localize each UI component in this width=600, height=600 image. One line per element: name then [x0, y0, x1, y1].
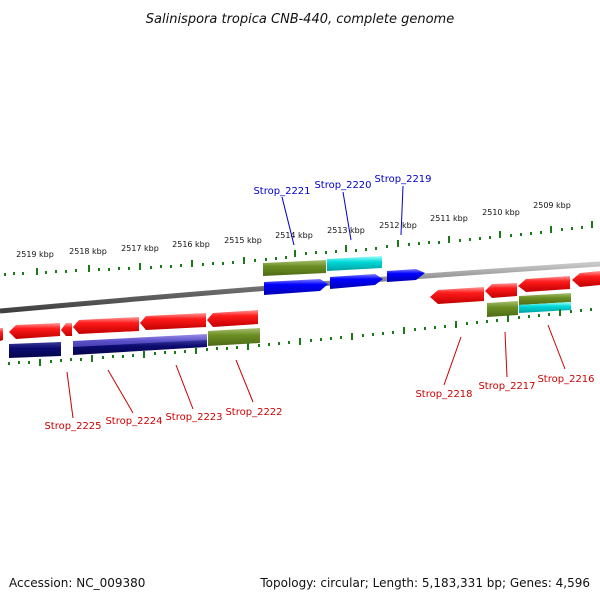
kbp-label: 2516 kbp	[172, 240, 210, 249]
reverse-strand-features-left	[0, 310, 260, 358]
outer-tick-ring-middle	[265, 245, 377, 261]
gene-label-reverse[interactable]: Strop_2222	[225, 407, 282, 418]
kbp-label: 2517 kbp	[121, 244, 159, 253]
cds-reverse-edge	[572, 271, 600, 287]
kbp-label: 2512 kbp	[379, 221, 417, 230]
misc-feature-green	[263, 260, 326, 276]
gene-label-reverse[interactable]: Strop_2224	[105, 416, 162, 427]
kbp-label: 2509 kbp	[533, 201, 571, 210]
cds-forward-2219	[387, 269, 425, 282]
genome-summary-text: Topology: circular; Length: 5,183,331 bp…	[259, 576, 590, 590]
cds-reverse-2224	[73, 317, 139, 334]
misc-feature-green	[487, 301, 518, 317]
reverse-label-leaders	[66, 324, 566, 419]
kbp-label: 2513 kbp	[327, 226, 365, 235]
kbp-label: 2518 kbp	[69, 247, 107, 256]
inner-tick-ring	[8, 308, 592, 366]
gene-label-forward[interactable]: Strop_2220	[314, 180, 371, 191]
cds-reverse-small	[61, 323, 72, 336]
cds-reverse-2222	[207, 310, 258, 327]
forward-strand-features	[263, 256, 425, 295]
cds-reverse-2218	[430, 287, 484, 304]
cds-reverse-2223	[140, 313, 206, 330]
gene-label-reverse[interactable]: Strop_2218	[415, 389, 472, 400]
misc-feature-cyan	[327, 256, 382, 271]
gene-label-reverse[interactable]: Strop_2225	[44, 421, 101, 432]
reverse-strand-features-right	[430, 271, 600, 317]
gene-label-forward[interactable]: Strop_2221	[253, 186, 310, 197]
kbp-label: 2514 kbp	[275, 231, 313, 240]
outer-tick-ring	[4, 221, 593, 276]
kbp-label: 2510 kbp	[482, 208, 520, 217]
cds-reverse-edge-left	[0, 328, 3, 341]
misc-feature-navy	[9, 342, 61, 358]
cds-reverse-2217	[485, 283, 517, 298]
cds-forward-2221	[264, 279, 328, 295]
forward-label-leaders	[281, 185, 404, 246]
page-title: Salinispora tropica CNB-440, complete ge…	[146, 12, 454, 27]
misc-feature-cyan	[519, 302, 571, 313]
cds-reverse-2216	[518, 276, 570, 292]
kbp-label: 2515 kbp	[224, 236, 262, 245]
misc-feature-navy	[73, 340, 207, 355]
kbp-label: 2519 kbp	[16, 250, 54, 259]
cds-forward-2220	[330, 274, 383, 289]
cds-reverse-2225	[9, 323, 60, 339]
gene-label-reverse[interactable]: Strop_2217	[478, 381, 535, 392]
accession-text: Accession: NC_009380	[9, 576, 145, 590]
misc-feature-green	[519, 293, 571, 305]
gene-label-reverse[interactable]: Strop_2223	[165, 412, 222, 423]
gene-label-forward[interactable]: Strop_2219	[374, 174, 431, 185]
gene-label-reverse[interactable]: Strop_2216	[537, 374, 594, 385]
kbp-label: 2511 kbp	[430, 214, 468, 223]
misc-feature-green	[208, 328, 260, 346]
